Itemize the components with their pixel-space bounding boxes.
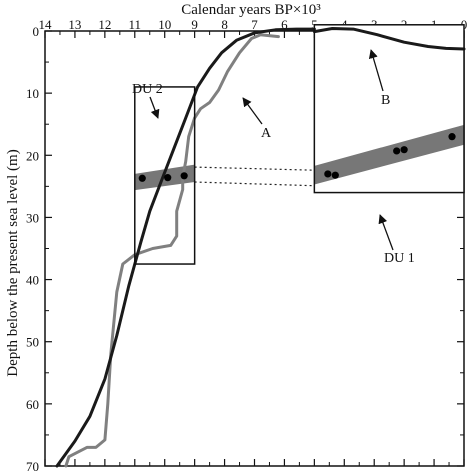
du1-sample-point xyxy=(393,147,401,155)
label-b: B xyxy=(381,93,390,108)
series-black-line xyxy=(55,27,316,468)
y-tick-label: 10 xyxy=(26,86,39,101)
y-tick-label: 70 xyxy=(26,459,39,474)
du1-sample-point xyxy=(448,133,456,141)
du1-sample-point xyxy=(331,171,339,179)
y-tick-label: 0 xyxy=(33,24,40,39)
x-tick-label: 12 xyxy=(98,17,111,32)
du1-sample-point xyxy=(324,170,332,178)
y-tick-label: 30 xyxy=(26,210,39,225)
x-tick-label: 9 xyxy=(191,17,198,32)
connector-lower xyxy=(194,181,315,187)
du2-box xyxy=(134,86,196,265)
y-tick-label: 60 xyxy=(26,397,39,412)
x-axis-label: Calendar years BP×10³ xyxy=(181,2,321,18)
label-a: A xyxy=(261,126,272,141)
series-a-line xyxy=(64,33,280,468)
series-b-line xyxy=(312,27,466,51)
label-du2: DU 2 xyxy=(132,82,163,97)
x-tick-label: 13 xyxy=(68,17,81,32)
y-axis-label: Depth below the present sea level (m) xyxy=(5,149,21,376)
x-tick-label: 11 xyxy=(129,17,142,32)
du1-inset-box xyxy=(313,24,465,194)
arrow-du1 xyxy=(378,214,394,251)
x-tick-label: 14 xyxy=(39,17,53,32)
x-tick-label: 6 xyxy=(281,17,288,32)
label-du1: DU 1 xyxy=(384,251,415,266)
connector-upper xyxy=(194,166,315,171)
x-tick-label: 7 xyxy=(251,17,258,32)
arrow-b xyxy=(368,49,384,92)
arrow-du2 xyxy=(149,96,160,119)
y-tick-label: 40 xyxy=(26,273,39,288)
du2-sample-point xyxy=(180,172,188,180)
du2-sample-point xyxy=(164,174,172,182)
x-tick-label: 8 xyxy=(221,17,228,32)
du2-sample-point xyxy=(138,174,146,182)
arrow-a xyxy=(242,97,263,125)
du1-sample-band xyxy=(314,124,464,185)
du1-sample-point xyxy=(400,146,408,154)
y-tick-label: 20 xyxy=(26,148,39,163)
x-tick-label: 10 xyxy=(158,17,171,32)
y-tick-label: 50 xyxy=(26,335,39,350)
